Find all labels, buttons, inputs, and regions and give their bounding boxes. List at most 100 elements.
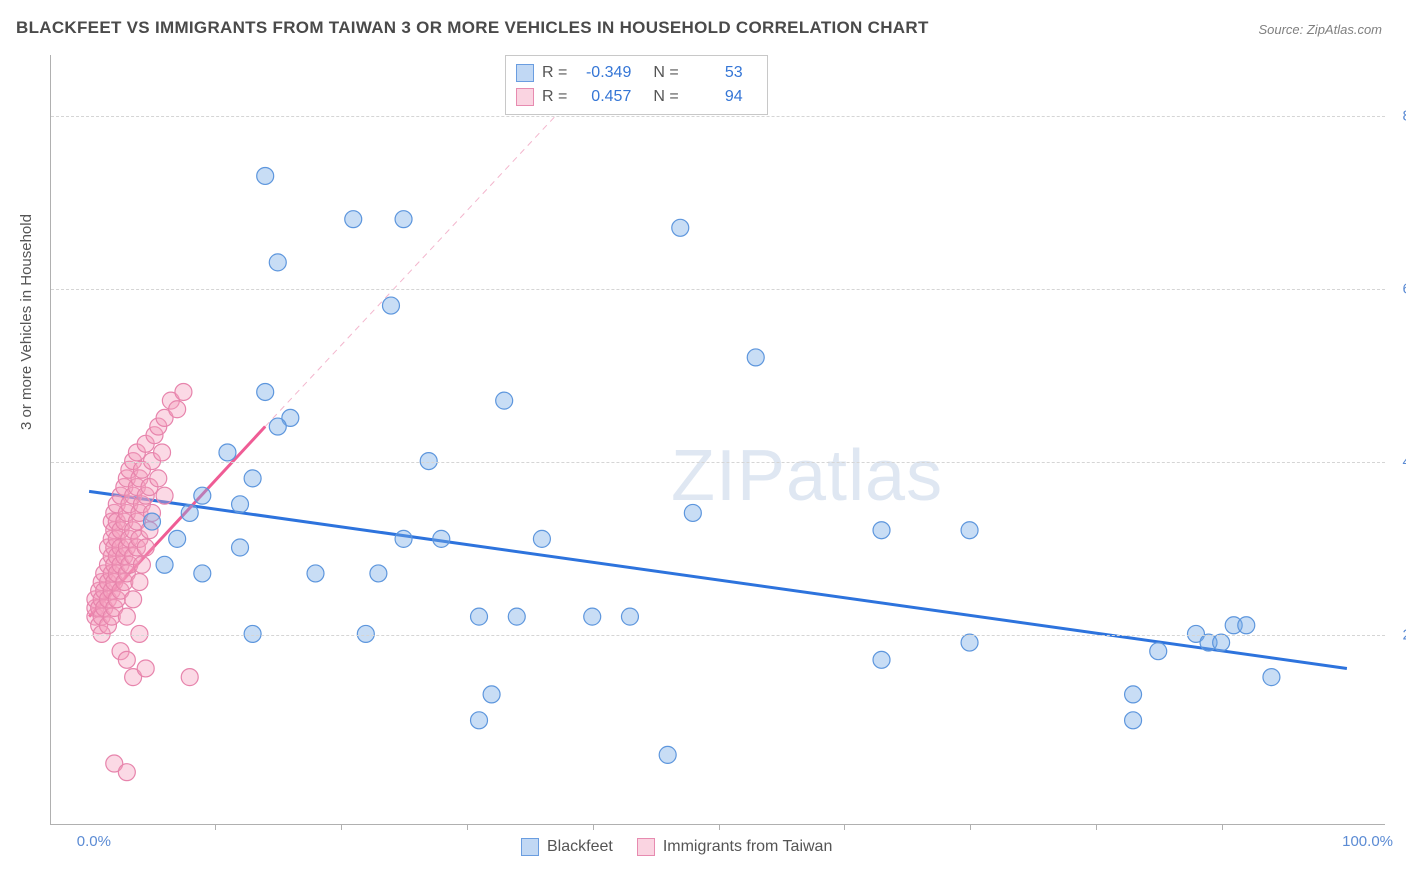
gridline	[51, 462, 1385, 463]
data-point-blue	[232, 539, 249, 556]
series-legend-item: Blackfeet	[521, 838, 613, 856]
series-label: Immigrants from Taiwan	[663, 838, 833, 856]
data-point-blue	[508, 608, 525, 625]
data-point-blue	[471, 712, 488, 729]
data-point-pink	[131, 574, 148, 591]
data-point-blue	[1263, 669, 1280, 686]
gridline	[51, 116, 1385, 117]
stat-n-value: 53	[691, 61, 743, 85]
data-point-blue	[483, 686, 500, 703]
legend-swatch-pink	[516, 88, 534, 106]
data-point-pink	[118, 608, 135, 625]
x-tick	[467, 824, 468, 830]
data-point-blue	[533, 530, 550, 547]
stat-n-value: 94	[691, 85, 743, 109]
x-tick	[1222, 824, 1223, 830]
data-point-blue	[873, 651, 890, 668]
data-point-pink	[181, 669, 198, 686]
data-point-blue	[395, 530, 412, 547]
x-tick	[215, 824, 216, 830]
data-point-blue	[269, 254, 286, 271]
data-point-blue	[269, 418, 286, 435]
x-tick	[844, 824, 845, 830]
stat-label-n: N =	[653, 85, 678, 109]
data-point-blue	[382, 297, 399, 314]
data-point-blue	[496, 392, 513, 409]
series-legend-item: Immigrants from Taiwan	[637, 838, 833, 856]
legend-swatch-blue	[521, 838, 539, 856]
x-tick	[719, 824, 720, 830]
data-point-blue	[1150, 643, 1167, 660]
data-point-blue	[1238, 617, 1255, 634]
data-point-blue	[307, 565, 324, 582]
stat-r-value: -0.349	[579, 61, 631, 85]
data-point-pink	[137, 539, 154, 556]
data-point-blue	[232, 496, 249, 513]
data-point-blue	[621, 608, 638, 625]
trendline-blue	[89, 491, 1347, 668]
x-tick	[970, 824, 971, 830]
data-point-blue	[659, 746, 676, 763]
data-point-blue	[370, 565, 387, 582]
data-point-blue	[194, 487, 211, 504]
gridline	[51, 289, 1385, 290]
legend-swatch-blue	[516, 64, 534, 82]
source-attribution: Source: ZipAtlas.com	[1258, 22, 1382, 37]
data-point-pink	[175, 383, 192, 400]
stat-label-n: N =	[653, 61, 678, 85]
series-legend: Blackfeet Immigrants from Taiwan	[521, 838, 832, 856]
data-point-pink	[156, 487, 173, 504]
x-min-label: 0.0%	[77, 833, 111, 850]
data-point-blue	[156, 556, 173, 573]
gridline	[51, 635, 1385, 636]
data-point-pink	[133, 556, 150, 573]
data-point-blue	[684, 504, 701, 521]
scatter-svg	[51, 55, 1385, 824]
stat-label-r: R =	[542, 61, 567, 85]
correlation-legend-row: R = 0.457 N = 94	[516, 85, 757, 109]
data-point-blue	[395, 211, 412, 228]
data-point-blue	[219, 444, 236, 461]
data-point-blue	[961, 522, 978, 539]
data-point-pink	[125, 591, 142, 608]
y-tick-label: 60.0%	[1390, 280, 1406, 297]
data-point-blue	[181, 504, 198, 521]
data-point-pink	[150, 470, 167, 487]
data-point-blue	[1125, 686, 1142, 703]
x-tick	[593, 824, 594, 830]
x-tick	[1096, 824, 1097, 830]
data-point-blue	[961, 634, 978, 651]
y-tick-label: 20.0%	[1390, 626, 1406, 643]
y-tick-label: 40.0%	[1390, 453, 1406, 470]
stat-r-value: 0.457	[579, 85, 631, 109]
y-tick-label: 80.0%	[1390, 107, 1406, 124]
data-point-pink	[137, 660, 154, 677]
data-point-blue	[257, 383, 274, 400]
legend-swatch-pink	[637, 838, 655, 856]
data-point-blue	[747, 349, 764, 366]
data-point-blue	[244, 470, 261, 487]
data-point-blue	[471, 608, 488, 625]
data-point-blue	[1125, 712, 1142, 729]
data-point-blue	[1213, 634, 1230, 651]
correlation-legend: R = -0.349 N = 53 R = 0.457 N = 94	[505, 55, 768, 115]
x-max-label: 100.0%	[1342, 833, 1393, 850]
data-point-blue	[433, 530, 450, 547]
chart-plot-area: ZIPatlas R = -0.349 N = 53 R = 0.457 N =…	[50, 55, 1385, 825]
correlation-legend-row: R = -0.349 N = 53	[516, 61, 757, 85]
data-point-pink	[118, 651, 135, 668]
y-axis-title: 3 or more Vehicles in Household	[18, 214, 35, 430]
chart-title: BLACKFEET VS IMMIGRANTS FROM TAIWAN 3 OR…	[16, 18, 929, 38]
data-point-blue	[873, 522, 890, 539]
data-point-blue	[257, 167, 274, 184]
data-point-blue	[345, 211, 362, 228]
stat-label-r: R =	[542, 85, 567, 109]
x-tick	[341, 824, 342, 830]
trendline-pink-dashed	[265, 77, 592, 427]
data-point-blue	[584, 608, 601, 625]
data-point-pink	[118, 764, 135, 781]
data-point-blue	[672, 219, 689, 236]
series-label: Blackfeet	[547, 838, 613, 856]
data-point-blue	[194, 565, 211, 582]
data-point-blue	[144, 513, 161, 530]
